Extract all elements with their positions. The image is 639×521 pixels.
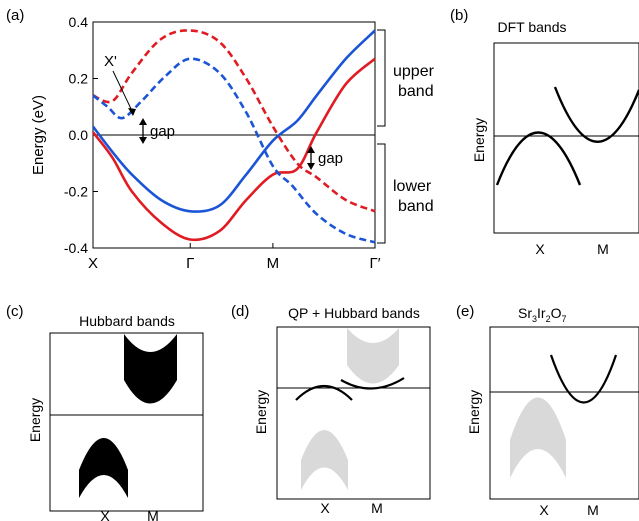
gap-label-1: gap (150, 123, 175, 140)
panel-c-x-tick-x: X (100, 508, 110, 521)
panel-d-qp-upper-band (340, 377, 405, 390)
panel-a-x-ticks: X Γ M Γ′ (88, 243, 381, 272)
gap-arrow-2-down (307, 163, 315, 170)
panel-a-x-tick-label: X (88, 255, 98, 272)
panel-a-y-tick-label: 0.4 (69, 14, 89, 30)
panel-d-frame (276, 326, 431, 500)
panel-e-y-axis-label: Energy (466, 390, 482, 434)
gap-label-2: gap (318, 150, 343, 167)
lower-band-label-line2: band (398, 198, 434, 215)
xprime-pointer (112, 70, 134, 114)
panel-e-x-tick-m: M (587, 502, 599, 518)
panel-a-y-ticks: 0.4 0.2 0.0 -0.2 -0.4 (64, 14, 98, 256)
panel-a-y-tick-label: -0.4 (64, 240, 88, 256)
panel-e-title: Sr3Ir2O7 (518, 305, 567, 324)
panel-d-upper-hubbard-band (347, 328, 399, 384)
panel-a-band-blue-solid (91, 29, 376, 213)
panel-d-x-tick-m: M (371, 500, 383, 516)
upper-band-label-line2: band (398, 83, 434, 100)
panel-e-letter: (e) (456, 303, 474, 320)
panel-b-y-axis-label: Energy (471, 118, 487, 162)
panel-a-letter: (a) (6, 7, 24, 24)
panel-e-x-tick-x: X (539, 502, 549, 518)
panel-d-y-axis-label: Energy (253, 390, 269, 434)
panel-e-frame (489, 326, 639, 500)
panel-d-qp-lower-band (295, 385, 353, 401)
panel-a-curves (91, 29, 376, 244)
upper-band-label-line1: upper (393, 63, 435, 80)
panel-a-y-tick-label: 0.0 (69, 127, 89, 143)
gap-arrow-1-up (139, 118, 147, 125)
panel-d-x-tick-x: X (320, 500, 330, 516)
panel-b-x-tick-m: M (597, 241, 609, 257)
panel-a-x-tick-label: M (267, 255, 280, 272)
panel-a-x-tick-label: Γ′ (369, 255, 380, 272)
panel-c-upper-hubbard-band (124, 334, 177, 404)
panel-b-lower-band (495, 131, 582, 186)
panel-b-title: DFT bands (498, 19, 567, 35)
upper-band-bracket (377, 29, 386, 127)
xprime-arrowhead (128, 108, 136, 116)
panel-c-y-axis-label: Energy (27, 398, 43, 442)
panel-a-y-tick-label: 0.2 (69, 71, 89, 87)
panel-c-letter: (c) (6, 303, 24, 320)
panel-b-frame (493, 42, 639, 234)
panel-e-grey-lower-band (510, 397, 566, 478)
panel-c-x-tick-m: M (147, 508, 159, 521)
panel-b-upper-band (553, 86, 639, 143)
panel-a-band-red-solid (91, 57, 376, 242)
panel-a-x-tick-label: Γ (186, 255, 194, 272)
lower-band-bracket (377, 143, 386, 244)
panel-d-title: QP + Hubbard bands (288, 305, 420, 321)
panel-c-frame (49, 332, 204, 512)
panel-a-y-axis-label: Energy (eV) (30, 95, 47, 175)
panel-a-band-red-dashed (92, 29, 376, 213)
panel-c-title: Hubbard bands (79, 313, 175, 329)
lower-band-label-line1: lower (393, 178, 432, 195)
xprime-label: X' (104, 53, 117, 70)
panel-e-measured-band (549, 354, 618, 404)
panel-d-lower-hubbard-band (301, 430, 348, 490)
panel-b-x-tick-x: X (535, 241, 545, 257)
gap-arrow-1-down (139, 137, 147, 144)
panel-a-y-tick-label: -0.2 (64, 184, 88, 200)
panel-a-band-blue-dashed (92, 57, 376, 244)
gap-arrow-2-up (307, 146, 315, 153)
panel-d-letter: (d) (231, 303, 249, 320)
panel-b-letter: (b) (450, 7, 468, 24)
panel-c-lower-hubbard-band (79, 438, 128, 498)
